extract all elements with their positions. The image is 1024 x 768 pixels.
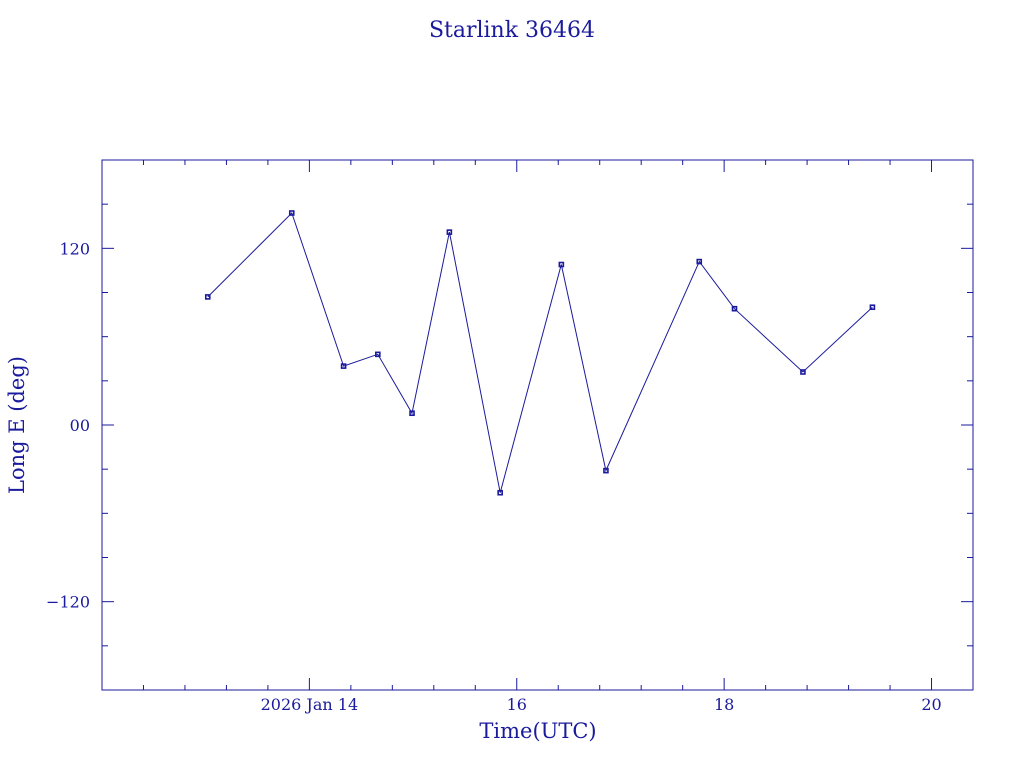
- data-point: [696, 258, 703, 265]
- y-tick-label: 120: [59, 239, 90, 258]
- data-point: [340, 363, 347, 369]
- x-tick-label: 20: [921, 695, 941, 714]
- data-point: [375, 351, 381, 358]
- data-point: [869, 304, 876, 311]
- data-point: [497, 489, 503, 496]
- axis-tick-labels: 2026 Jan 14 16 18 20 120 00 −120: [46, 239, 942, 714]
- data-point: [800, 369, 806, 375]
- x-tick-label: 16: [507, 695, 527, 714]
- y-axis-label: Long E (deg): [5, 356, 29, 494]
- series-line: [207, 212, 873, 493]
- data-point: [603, 467, 609, 474]
- y-tick-label: 00: [70, 416, 90, 435]
- data-point: [409, 410, 415, 417]
- chart-title: Starlink 36464: [429, 18, 595, 43]
- plot-frame: [101, 159, 974, 691]
- data-point: [204, 294, 211, 300]
- x-tick-label: 2026 Jan 14: [261, 695, 359, 714]
- x-axis-label: Time(UTC): [479, 719, 596, 743]
- data-point: [446, 229, 453, 235]
- data-point: [558, 261, 565, 268]
- data-point: [288, 210, 295, 216]
- data-point: [731, 305, 738, 312]
- y-tick-label: −120: [46, 593, 90, 612]
- series-layer: [204, 210, 876, 496]
- x-tick-label: 18: [714, 695, 734, 714]
- axis-ticks: [102, 160, 973, 690]
